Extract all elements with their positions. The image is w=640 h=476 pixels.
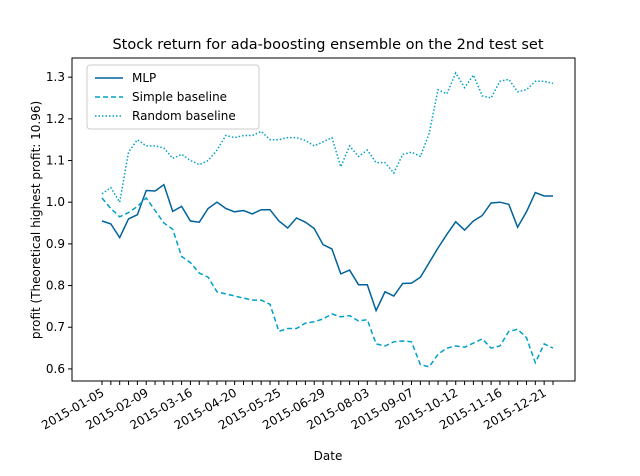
chart-title: Stock return for ada-boosting ensemble o… <box>112 37 543 53</box>
x-axis-label: Date <box>314 449 343 463</box>
legend-label: Simple baseline <box>132 90 227 104</box>
legend-label: Random baseline <box>132 109 236 123</box>
y-axis-label: profit (Theoretical highest profit: 10.9… <box>29 101 43 339</box>
y-tick-label: 1.2 <box>46 112 65 126</box>
y-tick-label: 0.7 <box>46 320 65 334</box>
series-line <box>101 183 553 313</box>
y-tick-label: 0.6 <box>46 362 65 376</box>
y-tick-label: 0.8 <box>46 279 65 293</box>
series-line <box>101 196 554 368</box>
series-line <box>101 71 554 205</box>
y-tick-label: 1.3 <box>46 70 65 84</box>
y-tick-label: 1.0 <box>46 195 65 209</box>
plot-frame <box>71 57 576 382</box>
y-tick-label: 0.9 <box>46 237 65 251</box>
legend-label: MLP <box>132 71 156 85</box>
y-tick-label: 1.1 <box>46 154 65 168</box>
legend-box <box>86 64 260 130</box>
